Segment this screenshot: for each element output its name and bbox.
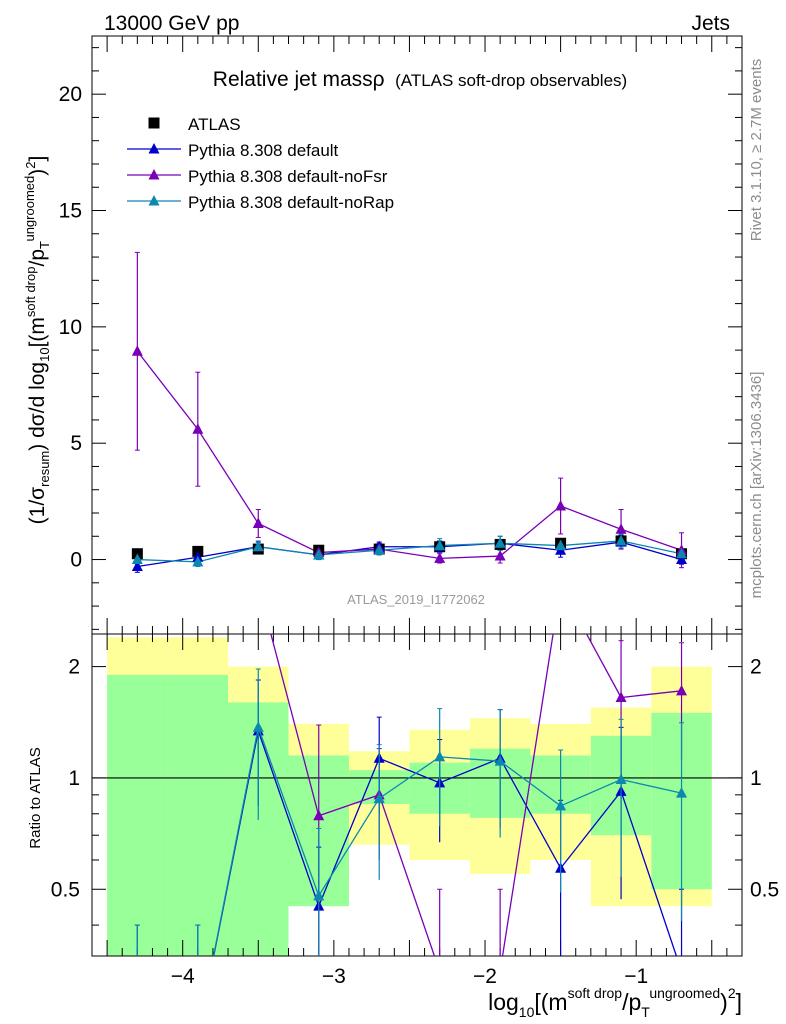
main-point-s2-5: [434, 552, 446, 563]
rivet-info: Rivet 3.1.10, ≥ 2.7M events: [748, 59, 765, 242]
ratio-point-s2-6: [494, 755, 506, 766]
xtick-label-2: −2: [473, 965, 497, 988]
ratio-point-s2-2: [252, 721, 264, 732]
ratio-y-axis-label: Ratio to ATLAS: [27, 747, 44, 848]
ratio-line-s1: [270, 634, 682, 956]
ratio-point-s1-8: [615, 691, 627, 702]
xtick-label-0: −4: [171, 965, 195, 988]
main-point-s3-3: [313, 548, 325, 560]
main-point-s3-5: [434, 539, 446, 551]
legend: ATLAS Pythia 8.308 default Pythia 8.308 de…: [127, 115, 394, 212]
ratio-point-s2-7: [555, 799, 567, 811]
main-point-s2-1: [192, 423, 204, 434]
x-axis-label: log10[(msoft drop/pTungroomed)2]: [488, 985, 742, 1020]
band-green-1: [167, 674, 229, 956]
main-line-s3: [137, 540, 682, 563]
legend-label-0: ATLAS: [188, 115, 241, 134]
main-point-s1-9: [676, 553, 688, 565]
ratio-ytick-label-left-1: 1: [68, 767, 80, 790]
legend-label-3: Pythia 8.308 default-noRap: [188, 193, 394, 212]
main-point-s2-2: [252, 517, 264, 528]
main-point-s2-8: [615, 523, 627, 534]
ratio-line-s2: [212, 724, 682, 956]
main-point-s2-7: [555, 500, 567, 511]
ratio-series: [134, 634, 688, 956]
ratio-ytick-label-left-2: 2: [68, 656, 80, 679]
ratio-point-s2-9: [676, 787, 688, 798]
main-point-s2-0: [131, 345, 143, 356]
legend-marker-0: [148, 117, 160, 129]
ratio-point-s2-5: [434, 750, 446, 762]
ratio-ytick-label-right-2: 2: [750, 656, 762, 679]
ratio-point-s2-8: [615, 773, 627, 785]
ratio-point-s1-3: [313, 809, 325, 821]
ratio-point-s2-4: [373, 792, 385, 803]
main-line-s2: [136, 350, 682, 560]
main-title-line: Relative jet massρ (ATLAS soft-drop obse…: [213, 68, 627, 91]
main-ytick-label-0: 0: [70, 549, 82, 572]
main-point-s3-8: [615, 534, 627, 546]
main-point-s3-2: [252, 540, 264, 552]
ratio-point-s2-3: [313, 889, 325, 901]
main-point-s3-0: [131, 553, 143, 565]
main-y-axis-label: (1/σresum) dσ/d log10[(msoft drop/pTungr…: [22, 156, 52, 525]
main-title: Relative jet massρ: [213, 68, 385, 91]
header-left: 13000 GeV pp: [104, 12, 239, 35]
main-point-s3-4: [373, 544, 385, 555]
band-green-0: [107, 674, 168, 956]
ratio-ytick-label-left-0: 0.5: [51, 878, 80, 901]
main-ytick-label-2: 10: [59, 316, 82, 339]
ratio-ytick-label-right-0: 0.5: [750, 878, 779, 901]
main-point-s2-6: [494, 550, 506, 561]
ratio-ytick-label-right-1: 1: [750, 767, 762, 790]
legend-label-2: Pythia 8.308 default-noFsr: [188, 167, 388, 186]
main-ytick-label-1: 5: [70, 432, 82, 455]
legend-marker-1: [148, 143, 160, 154]
main-line-s1: [137, 541, 682, 568]
xtick-label-3: −1: [624, 965, 648, 988]
watermark: ATLAS_2019_I1772062: [347, 592, 485, 607]
legend-marker-3: [148, 195, 160, 206]
xtick-label-1: −3: [322, 965, 346, 988]
main-series: [131, 251, 688, 573]
main-point-s3-1: [192, 555, 204, 567]
ratio-point-s1-9: [676, 684, 688, 696]
header-right: Jets: [691, 12, 730, 35]
main-point-s3-9: [676, 547, 688, 559]
legend-marker-2: [148, 169, 160, 180]
main-subtitle: (ATLAS soft-drop observables): [395, 71, 627, 90]
main-point-s3-7: [555, 539, 567, 551]
mcplots-info: mcplots.cern.ch [arXiv:1306.3436]: [748, 372, 765, 599]
legend-label-1: Pythia 8.308 default: [188, 141, 339, 160]
main-ytick-label-3: 15: [59, 200, 82, 223]
main-point-s1-0: [131, 560, 143, 572]
main-point-s3-6: [494, 537, 506, 548]
main-ytick-label-4: 20: [59, 83, 82, 106]
